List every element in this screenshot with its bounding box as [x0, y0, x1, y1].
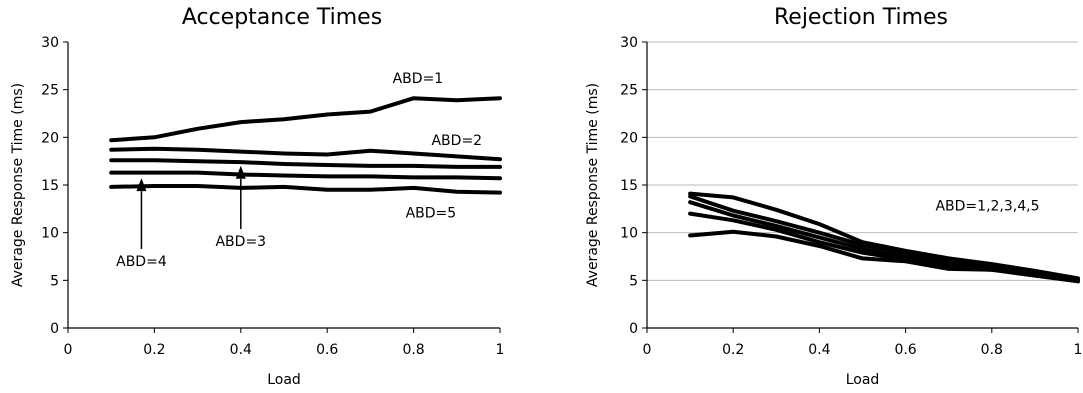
- acceptance-x-tick-label: 0: [64, 342, 73, 358]
- rejection-y-tick-label: 0: [629, 321, 638, 337]
- acceptance-y-tick-label: 15: [41, 178, 59, 194]
- rejection-y-tick-label: 30: [620, 35, 638, 51]
- acceptance-annotation-label: ABD=4: [116, 254, 167, 270]
- acceptance-y-tick-label: 0: [50, 321, 59, 337]
- rejection-x-tick-label: 0.8: [981, 342, 1003, 358]
- acceptance-chart-title: Acceptance Times: [182, 5, 382, 30]
- acceptance-y-tick-label: 25: [41, 83, 59, 99]
- rejection-series-line-5: [688, 229, 1080, 284]
- rejection-x-tick-label: 0: [643, 342, 652, 358]
- rejection-annotation-label: ABD=1,2,3,4,5: [935, 199, 1039, 215]
- acceptance-series-line-2: [109, 146, 502, 162]
- acceptance-annotation-label: ABD=1: [393, 71, 444, 87]
- acceptance-x-tick-label: 0.4: [230, 342, 252, 358]
- acceptance-annotation-arrowhead: [235, 165, 246, 179]
- rejection-series-line-1: [688, 191, 1080, 281]
- rejection-y-tick-label: 25: [620, 83, 638, 99]
- acceptance-y-axis-label: Average Response Time (ms): [10, 83, 26, 287]
- rejection-x-axis-label: Load: [846, 372, 880, 388]
- rejection-y-tick-label: 10: [620, 226, 638, 242]
- acceptance-series-line-4: [109, 170, 502, 181]
- rejection-x-tick-label: 0.6: [894, 342, 916, 358]
- acceptance-series-line-5: [109, 184, 502, 195]
- rejection-y-axis-label: Average Response Time (ms): [585, 83, 601, 287]
- acceptance-x-axis-label: Load: [267, 372, 301, 388]
- acceptance-series-line-1: [109, 96, 502, 143]
- acceptance-series-line-3: [109, 158, 502, 169]
- acceptance-annotation-label: ABD=2: [431, 133, 482, 149]
- rejection-y-tick-label: 5: [629, 273, 638, 289]
- acceptance-x-tick-label: 0.8: [402, 342, 424, 358]
- acceptance-y-tick-label: 20: [41, 130, 59, 146]
- rejection-y-tick-label: 15: [620, 178, 638, 194]
- acceptance-y-tick-label: 5: [50, 273, 59, 289]
- acceptance-annotation-arrowhead: [136, 178, 147, 192]
- rejection-times-chart: Rejection Times 0 5 10 15 20 25 30 0 0.2 0.4 0.6 0.8…: [585, 5, 1083, 388]
- acceptance-y-tick-label: 30: [41, 35, 59, 51]
- acceptance-x-tick-label: 0.2: [143, 342, 165, 358]
- rejection-chart-title: Rejection Times: [774, 5, 948, 30]
- rejection-x-tick-label: 0.2: [722, 342, 744, 358]
- rejection-x-tick-label: 1: [1074, 342, 1083, 358]
- rejection-y-tick-label: 20: [620, 130, 638, 146]
- acceptance-y-tick-label: 10: [41, 226, 59, 242]
- rejection-x-tick-label: 0.4: [808, 342, 830, 358]
- acceptance-x-tick-label: 0.6: [316, 342, 338, 358]
- acceptance-annotation-label: ABD=3: [215, 234, 266, 250]
- acceptance-x-tick-label: 1: [496, 342, 505, 358]
- acceptance-times-chart: Acceptance Times 0 5 10 15 20 25 30 0 0.2 0.4 0.6 0.…: [10, 5, 505, 388]
- acceptance-annotation-label: ABD=5: [406, 205, 457, 221]
